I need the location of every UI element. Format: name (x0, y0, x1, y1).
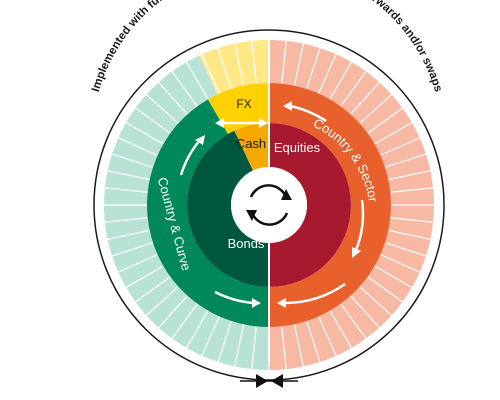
outer-band-division-line (293, 43, 304, 86)
outer-band-division-line (135, 107, 171, 134)
outer-band-division-line (104, 217, 148, 223)
outer-band-division-line (390, 217, 434, 223)
cycle-arrows-icon (246, 184, 292, 226)
outer-band-division-line (340, 303, 367, 339)
segment-country-sector (269, 83, 391, 327)
fx-label: FX (236, 97, 251, 111)
outer-band-division-line (367, 276, 403, 303)
outer-band-division-line (171, 71, 198, 107)
outer-band-division-line (145, 94, 179, 124)
outer-band-division-line (118, 137, 158, 156)
outer-band-division-line (234, 324, 245, 367)
outer-band-top (199, 40, 269, 95)
outer-band-division-line (251, 326, 257, 370)
outer-band-division-line (318, 316, 337, 356)
outer-band-division-line (281, 40, 287, 84)
outer-band-division-line (107, 229, 150, 240)
equities-label: Equities (274, 140, 321, 155)
outer-band-division-line (380, 254, 420, 273)
outer-band-division-line (111, 242, 154, 257)
outer-band-division-line (380, 137, 420, 156)
outer-band-division-line (125, 121, 164, 145)
outer-band-division-line (217, 320, 232, 363)
outer-band-division-line (125, 265, 164, 289)
outer-band-division-line (318, 54, 337, 94)
outer-band-division-line (350, 81, 380, 115)
outer-band-division-line (234, 43, 245, 86)
outer-band-division-line (171, 303, 198, 339)
outer-band-division-line (185, 61, 209, 100)
outer-band-division-line (293, 324, 304, 367)
segment-equities (269, 123, 351, 287)
outer-band-division-line (388, 229, 431, 240)
outer-band-division-line (107, 170, 150, 181)
outer-band (103, 40, 434, 370)
outer-band-division-line (359, 286, 393, 316)
outer-band-division-line (306, 320, 321, 363)
outer-band-division-line (217, 47, 232, 90)
outer-band-division-line (135, 276, 171, 303)
outer-band-division-line (350, 295, 380, 329)
outer-band-division-line (329, 61, 353, 100)
double-arrow-icon (240, 374, 298, 388)
outer-band-division-line (374, 265, 413, 289)
flow-arrows (179, 101, 365, 308)
outer-band-division-line (388, 170, 431, 181)
outer-band-division-line (281, 326, 287, 370)
segment-bonds (187, 130, 269, 287)
bonds-label: Bonds (228, 236, 265, 251)
outer-band-division-line (306, 47, 321, 90)
outer-band-division-line (251, 40, 257, 84)
outer-band-division-line (185, 310, 209, 349)
outer-band-division-line (384, 153, 427, 168)
cash-label: Cash (236, 136, 266, 151)
outer-band-division-line (384, 242, 427, 257)
outer-band-division-line (111, 153, 154, 168)
outer-band-division-line (329, 310, 353, 349)
segment-country-curve (147, 99, 269, 327)
outer-band-division-line (390, 187, 434, 193)
segment-cash (234, 123, 269, 171)
outer-band-division-line (158, 295, 188, 329)
outer-band-division-line (118, 254, 158, 273)
outer-ring-line (93, 29, 445, 381)
outer-band-division-line (374, 121, 413, 145)
outer-band-division-line (340, 71, 367, 107)
center-circle (231, 167, 307, 243)
outer-band-division-line (145, 286, 179, 316)
inner-band (187, 123, 351, 287)
outer-band-division-line (201, 54, 220, 94)
outer-band-division-line (201, 316, 220, 356)
outer-band-right (269, 40, 434, 370)
outer-band-division-line (359, 94, 393, 124)
outer-band-division-line (104, 187, 148, 193)
outer-band-division-line (158, 81, 188, 115)
outer-band-division-line (367, 107, 403, 134)
